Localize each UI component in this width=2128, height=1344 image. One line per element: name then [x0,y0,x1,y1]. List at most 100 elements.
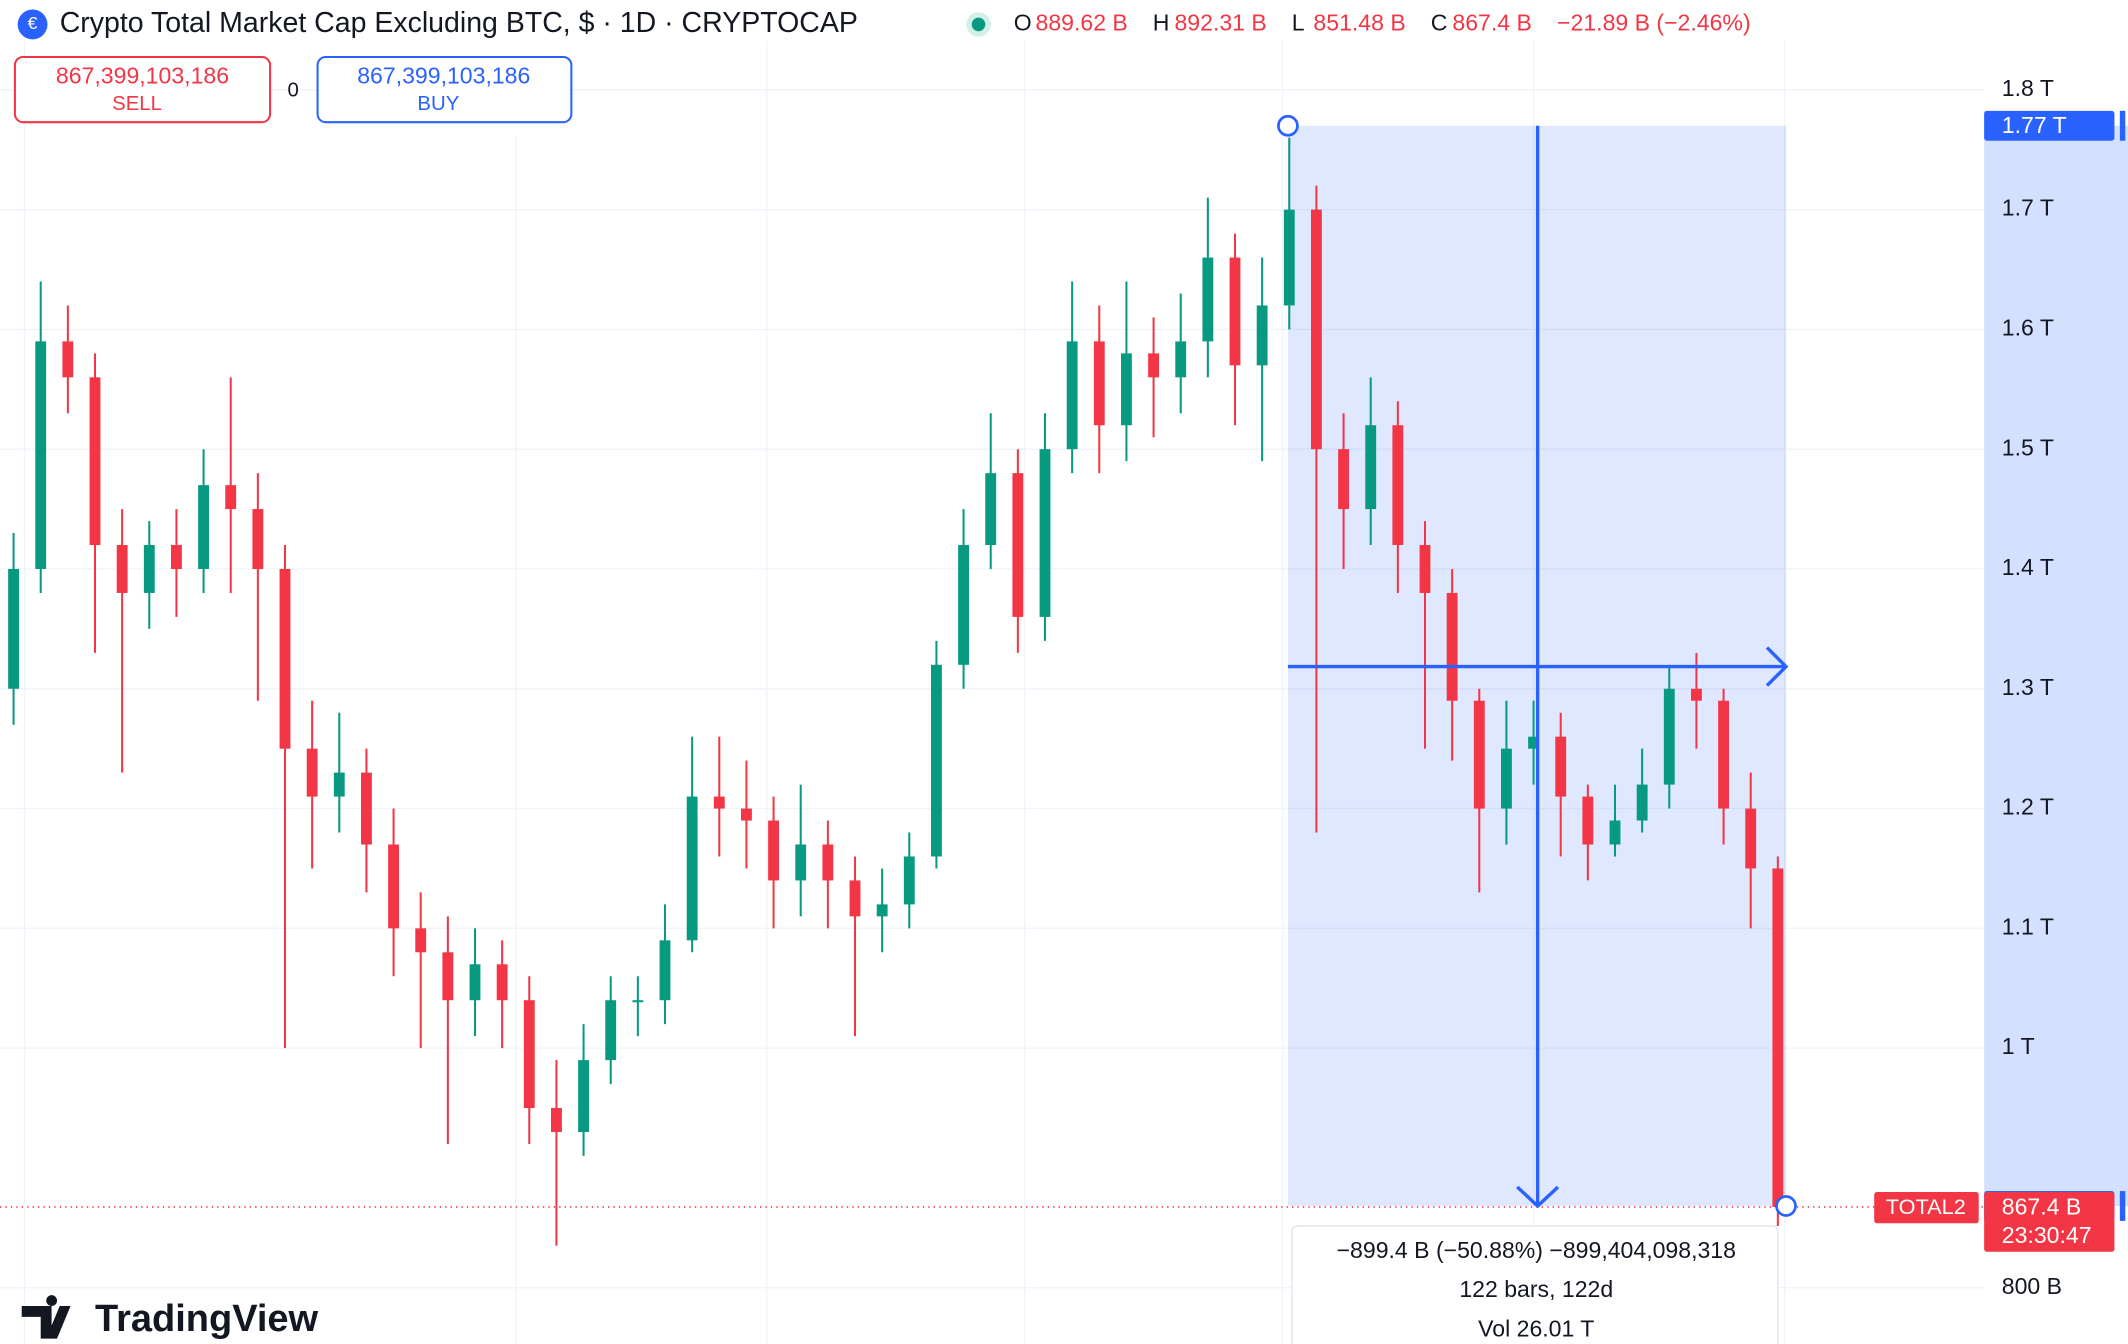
candle-body [1446,592,1458,701]
measure-volume: Vol 26.01 T [1478,1316,1594,1342]
candle-body [1582,796,1594,845]
measure-price-label: 1.77 T [2002,112,2067,138]
candle-body [1392,425,1404,546]
candle-body [849,880,861,917]
candle-body [89,377,101,546]
y-tick-label: 1.7 T [2002,195,2054,221]
candle-body [876,904,888,917]
ohlc-value: 851.48 B [1313,10,1405,36]
sell-price: 867,399,103,186 [56,62,229,88]
candle-body [1772,868,1784,1207]
range-edge [2119,110,2126,141]
candle-body [1039,449,1051,617]
candle-body [1283,209,1295,306]
candle-body [741,808,752,821]
candle-body [415,928,427,953]
buy-button[interactable] [316,56,573,124]
candle-body [1066,341,1078,450]
candle-body [1663,688,1675,785]
y-tick-label: 1.8 T [2002,75,2054,101]
candle-body [713,796,725,809]
axis-panel [1984,0,2128,1344]
candle-body [62,341,74,378]
ohlc-value: 889.62 B [1036,10,1128,36]
ohlc-key: H [1153,10,1170,36]
ohlc-key: O [1014,10,1032,36]
sell-button[interactable] [13,56,272,124]
candle-body [1093,341,1105,426]
candle-body [795,844,807,881]
candle-body [306,748,318,797]
range-edge [2119,1191,2126,1221]
candle-body [1473,700,1485,809]
candle-body [171,545,182,569]
candle-body [1419,545,1431,593]
candle-body [1528,736,1539,749]
last-price-tag [1984,1192,2115,1252]
logo-mark [21,1295,71,1339]
candle-body [35,341,47,569]
handle [1277,114,1299,137]
overlay: −899.4 B (−50.88%) −899,404,098,318 122 b… [0,114,1985,1344]
countdown: 23:30:47 [2002,1222,2092,1248]
candle-body [1636,784,1648,821]
candle-body [632,1000,644,1003]
candle-body [1555,736,1567,797]
candle-body [1718,700,1729,809]
logo: TradingView [21,1295,319,1340]
ohlc-key: L [1292,10,1305,36]
candle-body [469,964,481,1001]
candle-body [8,568,19,689]
candle-body [1311,209,1322,450]
header: € Crypto Total Market Cap Excluding BTC,… [17,7,1751,40]
candle-body [1501,748,1512,809]
buy-label: BUY [417,93,459,115]
measure-price-tag [1984,110,2115,141]
candle-body [578,1060,589,1132]
symbol-icon-glyph: € [28,13,38,33]
sell-label: SELL [112,93,162,115]
ohlc-value: 892.31 B [1174,10,1266,36]
handle [1775,1195,1797,1217]
candle-body [143,545,155,593]
candle-body [903,856,915,905]
candle-body [1121,353,1132,426]
symbol-tag-text: TOTAL2 [1886,1194,1966,1219]
candle-body [1365,425,1377,510]
symbol-tag [1874,1192,1979,1224]
candle-body [523,1000,535,1109]
ohlc-value: 867.4 B [1452,10,1532,36]
trade-buttons: 867,399,103,186 SELL 0 867,399,103,186 B… [13,56,573,124]
chart-title: Crypto Total Market Cap Excluding BTC, $… [60,7,858,39]
measure-label-box [1291,1225,1779,1344]
last-price-label: 867.4 B [2002,1193,2082,1219]
y-tick-label: 1.5 T [2002,434,2054,460]
candles [8,137,1784,1246]
change: −21.89 B (−2.46%) [1557,10,1751,36]
y-tick-label: 1.3 T [2002,674,2054,700]
candle-body [442,952,454,1001]
candle-body [1609,820,1621,845]
measure-change: −899.4 B (−50.88%) −899,404,098,318 [1337,1237,1736,1263]
candle-body [1229,257,1241,366]
candle-body [958,545,969,665]
candle-body [1745,808,1757,869]
y-tick-label: 1 T [2002,1033,2035,1059]
y-tick-label: 1.6 T [2002,315,2054,341]
candle-body [551,1108,562,1132]
candle-body [659,940,671,1001]
candle-body [1175,341,1187,378]
candle-body [252,509,264,569]
measure-bars: 122 bars, 122d [1459,1276,1613,1302]
price-axis: 800 B 1 T 1.1 T 1.2 T 1.3 T 1.4 T 1.5 T 1.6 T 1.… [1984,0,2128,1344]
candle-body [1256,305,1268,366]
symbol-icon [17,9,48,40]
arrow-head [1516,1185,1560,1209]
candle-body [198,485,209,569]
candle-body [116,545,128,593]
candle-body [768,820,779,881]
candle-body [333,772,345,797]
y-tick-label: 1.4 T [2002,554,2054,580]
